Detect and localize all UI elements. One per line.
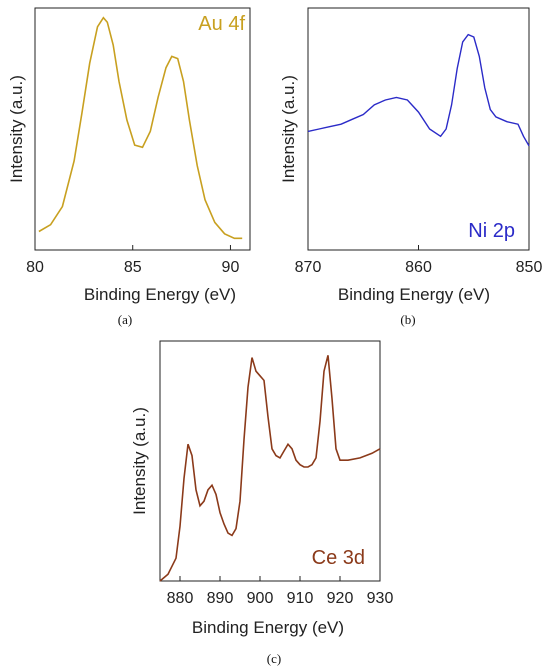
y-axis-title-a: Intensity (a.u.) [7,75,26,183]
x-ticks-a: 80 85 90 [26,245,239,276]
caption-b: (b) [400,312,415,327]
x-tick-label-b-2: 850 [516,259,543,276]
chart-ce3d: 880 890 900 910 920 930 Ce 3d Intensity (a.u.… [130,340,394,666]
caption-a: (a) [118,312,132,327]
ni2p-spectrum-line [307,33,530,147]
x-ticks-b: 870 860 850 [295,245,543,276]
x-tick-label-c-4: 920 [327,590,354,607]
x-axis-title-a: Binding Energy (eV) [84,285,236,304]
panel-label-au4f: Au 4f [198,13,245,35]
y-axis-title-c: Intensity (a.u.) [130,407,149,515]
plot-frame-b [307,7,530,251]
panel-label-ce3d: Ce 3d [312,547,365,569]
ce3d-spectrum-line [159,355,381,582]
plot-frame-a [34,7,251,251]
x-tick-label-b-1: 860 [405,259,432,276]
panel-label-ni2p: Ni 2p [468,220,515,242]
y-axis-title-b: Intensity (a.u.) [279,75,298,183]
au4f-spectrum-line [38,16,243,240]
x-tick-label-c-2: 900 [247,590,274,607]
x-axis-title-b: Binding Energy (eV) [338,285,490,304]
x-tick-label-c-3: 910 [287,590,314,607]
x-tick-label-c-0: 880 [167,590,194,607]
x-tick-label-a-0: 80 [26,259,44,276]
x-tick-label-a-1: 85 [124,259,142,276]
x-tick-label-a-2: 90 [222,259,240,276]
x-ticks-c: 880 890 900 910 920 930 [167,576,394,607]
x-tick-label-b-0: 870 [295,259,322,276]
caption-c: (c) [267,651,281,666]
x-tick-label-c-1: 890 [207,590,234,607]
chart-au4f: 80 85 90 Au 4f Intensity (a.u.) Binding En… [7,7,251,327]
x-tick-label-c-5: 930 [367,590,394,607]
chart-ni2p: 870 860 850 Ni 2p Intensity (a.u.) Binding… [279,7,543,327]
plot-frame-c [159,340,381,582]
x-axis-title-c: Binding Energy (eV) [192,618,344,637]
